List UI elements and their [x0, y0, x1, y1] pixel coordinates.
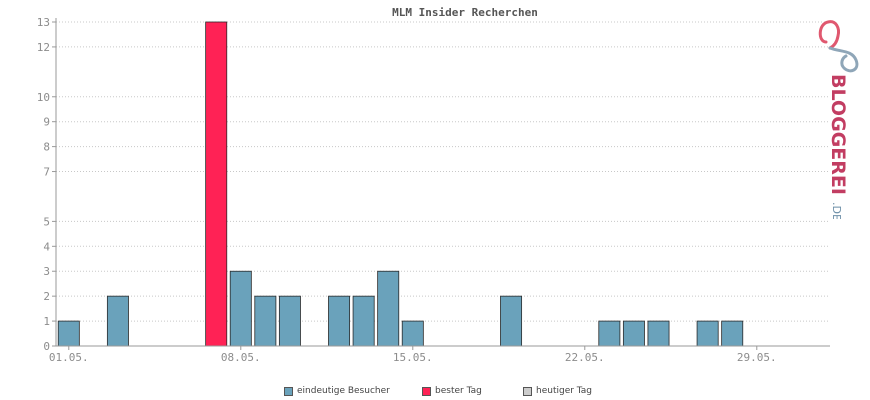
x-tick-label: 22.05.	[565, 351, 605, 364]
y-tick-label: 12	[37, 41, 50, 54]
chart-title: MLM Insider Recherchen	[392, 6, 538, 19]
y-tick-label: 3	[43, 265, 50, 278]
y-tick-label: 0	[43, 340, 50, 353]
bloggerei-logo-suffix: .DE	[830, 202, 843, 219]
bar	[401, 320, 424, 347]
y-tick-label: 2	[43, 290, 50, 303]
legend-label-best-day: bester Tag	[435, 386, 482, 396]
x-tick-label: 29.05.	[737, 351, 777, 364]
bar	[500, 295, 523, 347]
y-tick-label: 1	[43, 315, 50, 328]
bar	[598, 320, 621, 347]
bar	[229, 270, 252, 347]
legend: eindeutige Besucher bester Tag heutiger …	[0, 385, 870, 399]
legend-item-best-day: bester Tag	[422, 385, 482, 397]
bars	[57, 21, 744, 347]
bar	[721, 320, 744, 347]
bloggerei-logo: BLOGGEREI .DE	[818, 20, 859, 219]
bar	[647, 320, 670, 347]
legend-swatch-unique-visitors	[284, 386, 293, 396]
bar	[106, 295, 129, 347]
bloggerei-logo-text: BLOGGEREI	[827, 74, 849, 195]
bar-best-day	[205, 21, 228, 347]
y-tick-label: 4	[43, 240, 50, 253]
legend-swatch-today	[523, 386, 532, 396]
bar	[254, 295, 277, 347]
y-tick-label: 10	[37, 91, 50, 104]
x-tick-label: 08.05.	[221, 351, 261, 364]
y-tick-label: 7	[43, 166, 50, 179]
bar	[377, 270, 400, 347]
bar	[696, 320, 719, 347]
legend-item-unique-visitors: eindeutige Besucher	[284, 385, 390, 397]
legend-label-today: heutiger Tag	[536, 386, 593, 396]
bar	[622, 320, 645, 347]
bar	[57, 320, 80, 347]
bloggerei-logo-icon	[818, 20, 859, 73]
legend-item-today: heutiger Tag	[523, 385, 592, 397]
bar	[352, 295, 375, 347]
legend-swatch-best-day	[422, 386, 431, 396]
bar	[278, 295, 301, 347]
grid	[56, 21, 830, 322]
x-tick-label: 01.05.	[49, 351, 89, 364]
y-tick-label: 9	[43, 116, 50, 129]
y-tick-label: 8	[43, 141, 50, 154]
y-tick-label: 5	[43, 215, 50, 228]
legend-label-unique-visitors: eindeutige Besucher	[297, 386, 390, 396]
bar	[328, 295, 351, 347]
y-tick-label: 13	[37, 16, 50, 29]
x-tick-label: 15.05.	[393, 351, 433, 364]
